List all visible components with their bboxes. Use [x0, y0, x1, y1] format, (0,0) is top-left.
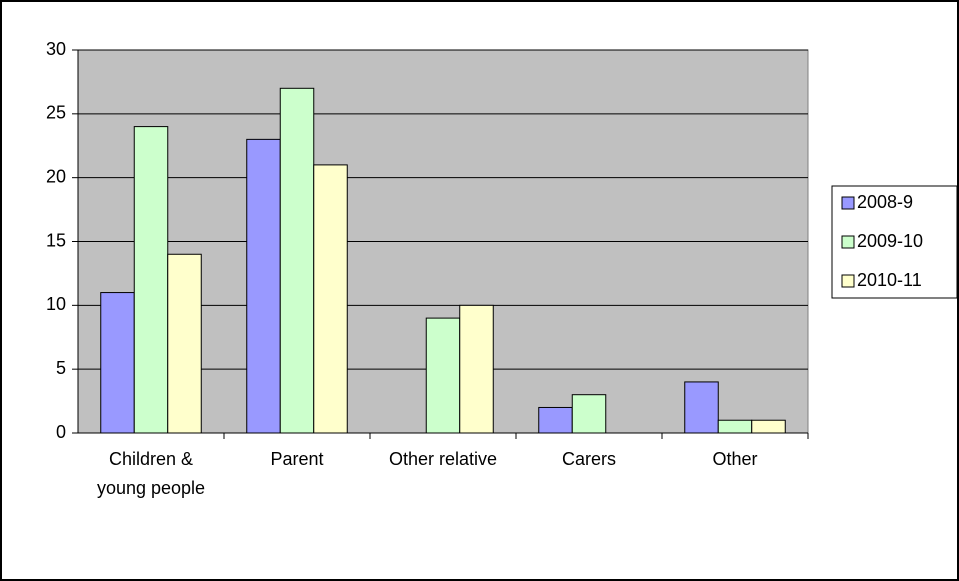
bar	[751, 419, 786, 434]
bar	[459, 304, 494, 434]
y-tick-label: 5	[56, 358, 66, 378]
bar	[279, 87, 315, 434]
y-tick-label: 0	[56, 422, 66, 442]
x-tick-label: Parent	[270, 449, 324, 469]
y-tick-label: 20	[46, 166, 66, 186]
legend-swatch	[841, 274, 855, 288]
legend-swatch	[841, 196, 855, 210]
bar	[100, 292, 135, 434]
x-tick-label: Carers	[561, 449, 616, 469]
x-tick-label: Children & young people	[96, 449, 206, 498]
bar	[133, 126, 169, 434]
y-tick-label: 25	[46, 103, 66, 123]
legend-swatch	[841, 235, 855, 249]
y-tick-label: 30	[46, 39, 66, 59]
bar	[717, 419, 753, 434]
bar	[167, 253, 202, 434]
y-tick-label: 10	[46, 294, 66, 314]
bar	[684, 381, 719, 434]
x-tick-label: Other relative	[388, 449, 498, 469]
bar	[313, 164, 348, 434]
legend-label: 2008-9	[857, 192, 913, 212]
y-tick-label: 15	[46, 230, 66, 250]
bar	[538, 406, 573, 434]
bar	[571, 394, 607, 434]
bar	[246, 138, 281, 434]
x-tick-label: Other	[712, 449, 758, 469]
legend-label: 2010-11	[857, 270, 922, 290]
legend-label: 2009-10	[857, 231, 923, 251]
bar	[425, 317, 461, 434]
